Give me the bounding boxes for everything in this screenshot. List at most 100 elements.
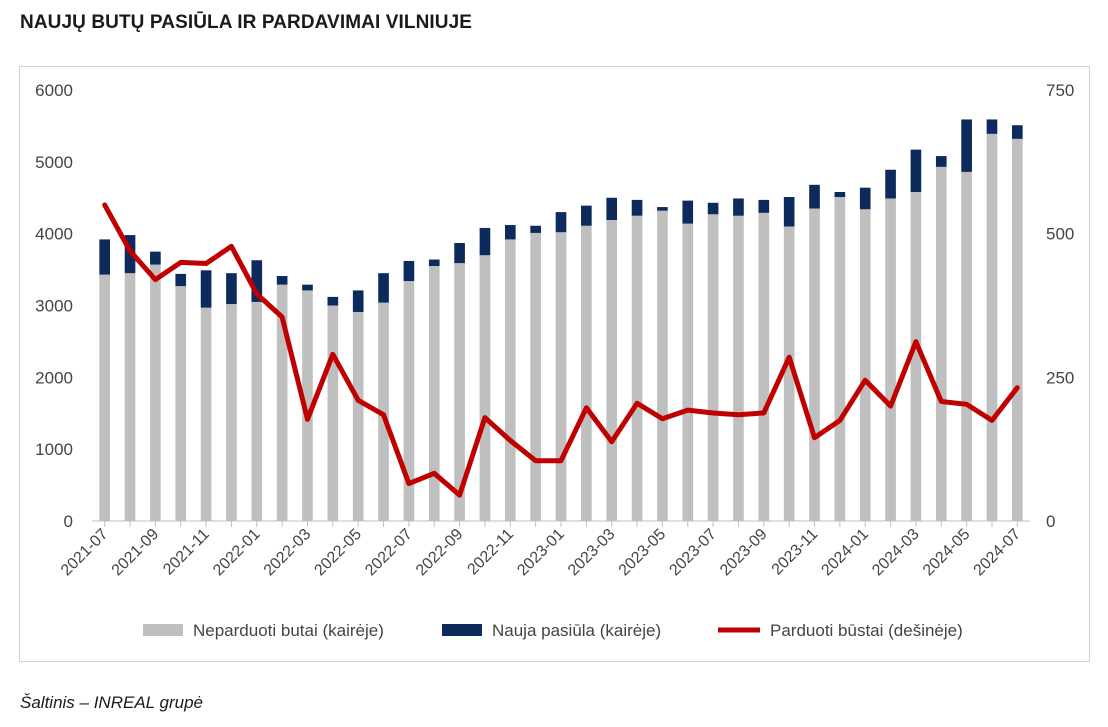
bar-new-supply — [783, 197, 795, 227]
x-tick-label: 2024-07 — [971, 526, 1025, 580]
x-tick-label: 2021-07 — [58, 526, 112, 580]
bar-unsold — [606, 220, 618, 522]
x-tick-label: 2022-05 — [311, 526, 365, 580]
line-group — [102, 202, 1020, 498]
bar-new-supply — [378, 273, 389, 303]
chart-title: NAUJŲ BUTŲ PASIŪLA IR PARDAVIMAI VILNIUJ… — [20, 12, 473, 33]
bar-unsold — [910, 192, 922, 521]
x-tick-label: 2023-01 — [514, 526, 568, 580]
bars-group — [99, 119, 1023, 522]
bar-unsold — [479, 255, 491, 521]
bar-new-supply — [530, 225, 541, 233]
bar-new-supply — [682, 200, 694, 224]
bar-new-supply — [961, 119, 972, 172]
x-tick-label: 2024-03 — [869, 526, 923, 580]
bar-unsold — [733, 215, 744, 522]
bar-unsold — [200, 307, 212, 521]
bar-new-supply — [175, 273, 187, 287]
bar-new-supply — [606, 197, 618, 221]
bar-new-supply — [200, 270, 212, 308]
x-tick-label: 2024-05 — [920, 526, 974, 580]
bar-unsold — [530, 232, 541, 521]
legend-label-new-supply: Nauja pasiūla (kairėje) — [492, 621, 661, 640]
bar-unsold — [834, 197, 846, 521]
y-right-tick-label: 0 — [1046, 512, 1055, 531]
bar-unsold — [859, 209, 871, 521]
bar-new-supply — [276, 276, 288, 285]
bar-unsold — [124, 273, 136, 521]
bar-new-supply — [631, 199, 643, 216]
bar-new-supply — [479, 227, 491, 256]
bar-unsold — [581, 225, 592, 521]
x-tick-label: 2023-11 — [769, 526, 822, 579]
bar-unsold — [150, 264, 161, 521]
bar-new-supply — [327, 296, 339, 306]
chart-frame — [19, 66, 1090, 662]
bar-new-supply — [809, 184, 820, 209]
y-left-tick-label: 3000 — [35, 297, 73, 316]
x-tick-label: 2023-03 — [565, 526, 619, 580]
x-tick-label: 2022-03 — [261, 526, 315, 580]
bar-new-supply — [302, 284, 313, 291]
bar-unsold — [276, 284, 288, 521]
y-right-tick-label: 500 — [1046, 225, 1074, 244]
bar-new-supply — [251, 260, 263, 302]
bar-unsold — [986, 133, 998, 521]
bar-new-supply — [403, 260, 415, 282]
bar-unsold — [251, 301, 263, 521]
bar-unsold — [631, 215, 643, 522]
x-tick-label: 2024-01 — [819, 526, 873, 580]
bar-new-supply — [581, 205, 592, 226]
bar-unsold — [327, 305, 339, 521]
bar-new-supply — [733, 198, 744, 216]
bar-unsold — [555, 232, 567, 522]
x-tick-label: 2022-01 — [210, 526, 264, 580]
bar-unsold — [1012, 138, 1023, 521]
x-tick-label: 2022-07 — [362, 526, 416, 580]
y-left-tick-label: 2000 — [35, 368, 73, 387]
bar-unsold — [302, 290, 313, 521]
bar-new-supply — [834, 192, 846, 198]
bar-new-supply — [910, 149, 922, 193]
bar-unsold — [758, 212, 770, 521]
bar-new-supply — [454, 243, 465, 264]
x-tick-label: 2021-09 — [109, 526, 163, 580]
bar-unsold — [657, 210, 668, 521]
bar-unsold — [454, 263, 465, 521]
bar-unsold — [504, 239, 516, 521]
y-left-tick-label: 5000 — [35, 153, 73, 172]
y-left-tick-label: 4000 — [35, 225, 73, 244]
bar-new-supply — [1012, 125, 1023, 139]
y-left-tick-label: 6000 — [35, 81, 73, 100]
bar-unsold — [226, 304, 237, 521]
y-left-tick-label: 0 — [64, 512, 73, 531]
bar-unsold — [682, 223, 694, 522]
bar-new-supply — [504, 225, 516, 240]
bar-new-supply — [758, 199, 770, 213]
y-right-tick-label: 750 — [1046, 81, 1074, 100]
bar-new-supply — [555, 212, 567, 233]
bar-unsold — [885, 198, 896, 522]
bar-unsold — [961, 171, 972, 521]
bar-unsold — [378, 302, 389, 521]
bar-new-supply — [428, 259, 440, 266]
bar-new-supply — [859, 187, 871, 210]
bar-new-supply — [226, 273, 237, 305]
x-tick-label: 2021-11 — [160, 526, 213, 579]
bar-new-supply — [707, 202, 719, 215]
bar-unsold — [809, 208, 820, 521]
bar-new-supply — [150, 251, 161, 265]
y-right-tick-label: 250 — [1046, 368, 1074, 387]
legend-group: Neparduoti butai (kairėje) Nauja pasiūla … — [143, 621, 963, 640]
x-tick-label: 2022-09 — [413, 526, 467, 580]
bar-new-supply — [885, 169, 896, 199]
bar-new-supply — [99, 239, 110, 275]
x-tick-label: 2023-09 — [717, 526, 771, 580]
legend-label-unsold: Neparduoti butai (kairėje) — [193, 621, 384, 640]
bar-unsold — [935, 166, 947, 521]
bar-unsold — [352, 311, 364, 521]
source-note: Šaltinis – INREAL grupė — [20, 693, 204, 712]
bar-unsold — [175, 286, 187, 521]
bar-unsold — [707, 214, 719, 521]
